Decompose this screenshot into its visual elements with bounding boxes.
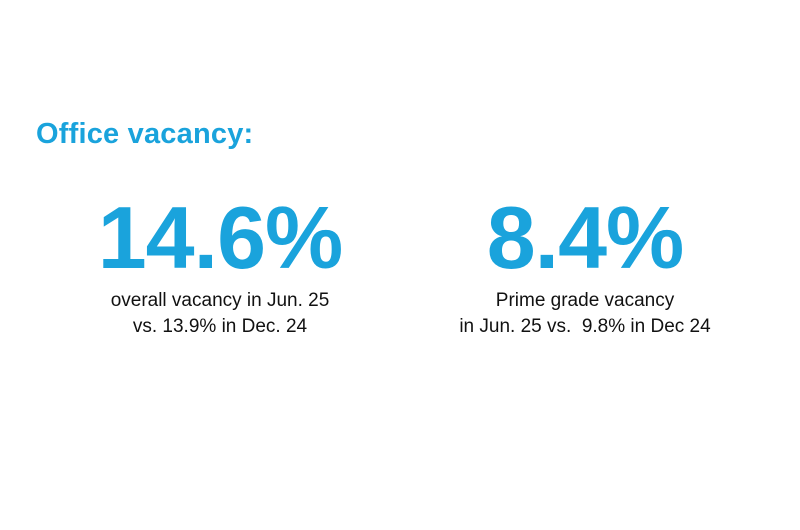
prime-vacancy-caption-line1: Prime grade vacancy [495, 290, 675, 311]
prime-vacancy-caption-line2: in Jun. 25 vs. 9.8% in Dec 24 [459, 316, 711, 337]
overall-vacancy-caption-line2: vs. 13.9% in Dec. 24 [132, 316, 308, 337]
overall-vacancy-caption: overall vacancy in Jun. 25 vs. 13.9% in D… [70, 288, 370, 340]
prime-vacancy-caption: Prime grade vacancy in Jun. 25 vs. 9.8% i… [430, 288, 740, 340]
prime-vacancy-value: 8.4% [486, 188, 685, 287]
overall-vacancy-stat: 14.6% overall vacancy in Jun. 25 vs. 13.9… [70, 190, 370, 340]
section-heading: Office vacancy: [36, 118, 254, 150]
overall-vacancy-value: 14.6% [97, 188, 344, 287]
overall-vacancy-caption-line1: overall vacancy in Jun. 25 [110, 290, 330, 311]
prime-vacancy-stat: 8.4% Prime grade vacancy in Jun. 25 vs. 9… [430, 190, 740, 340]
